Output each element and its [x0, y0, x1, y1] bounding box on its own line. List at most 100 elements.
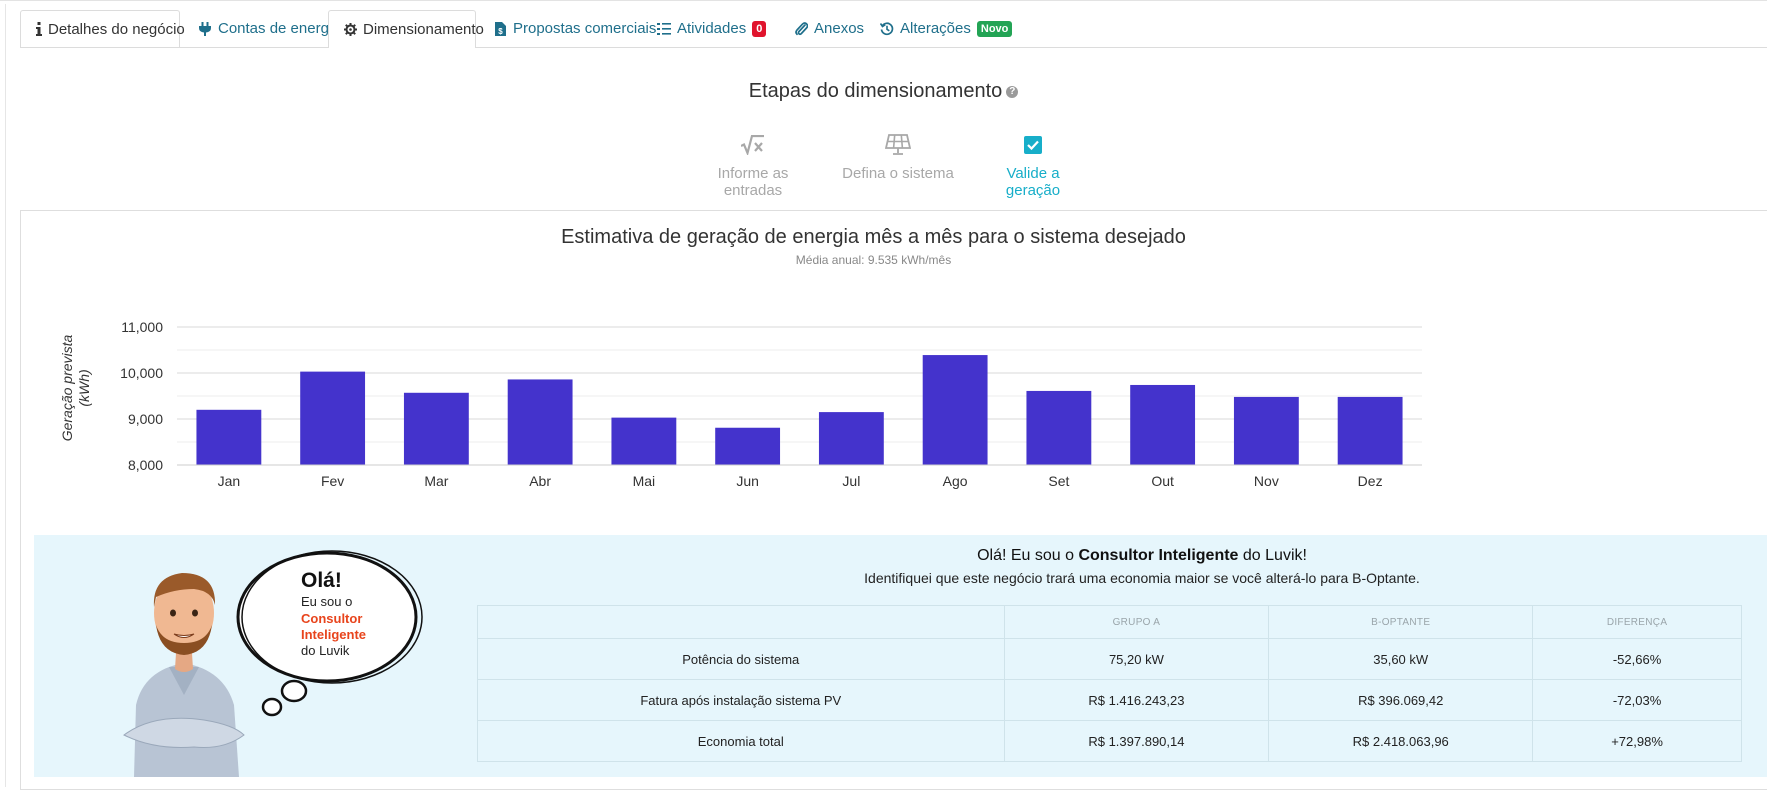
bar-mar [403, 392, 469, 465]
bar-abr [507, 379, 573, 465]
consultant-title: Olá! Eu sou o Consultor Inteligente do L… [977, 547, 1307, 564]
x-tick-label: Set [1048, 473, 1069, 489]
x-tick-label: Jan [218, 473, 241, 489]
bar-fev [300, 371, 366, 465]
step-label: Defina o sistema [842, 165, 954, 182]
info-icon [36, 22, 42, 36]
tab-label: Alterações [900, 20, 971, 37]
bubble-line: Eu sou o [301, 594, 352, 609]
bar-jan [196, 409, 262, 465]
table-cell: R$ 1.416.243,23 [1003, 679, 1270, 721]
bar-out [1130, 384, 1196, 465]
tab-bar: Detalhes do negócio Contas de energia Di… [20, 10, 1767, 48]
table-cell: Economia total [477, 720, 1005, 762]
x-tick-label: Mai [633, 473, 656, 489]
x-tick-label: Mar [424, 473, 448, 489]
table-cell: +72,98% [1532, 720, 1742, 762]
smart-consultant-box: Olá! Eu sou o Consultor Inteligente do L… [34, 535, 1767, 777]
activities-count-badge: 0 [752, 20, 767, 37]
table-cell: R$ 1.397.890,14 [1003, 720, 1270, 762]
table-row: Potência do sistema 75,20 kW 35,60 kW -5… [477, 638, 1742, 680]
history-icon [880, 21, 894, 36]
sqrt-x-icon [688, 133, 818, 157]
table-header: B-OPTANTE [1268, 605, 1534, 639]
x-tick-label: Fev [321, 473, 344, 489]
gear-icon [344, 23, 357, 37]
table-cell: Potência do sistema [477, 638, 1005, 680]
bar-set [1026, 390, 1092, 465]
tab-activities[interactable]: Atividades 0 [642, 10, 781, 47]
x-tick-label: Abr [529, 473, 551, 489]
table-header-row: GRUPO A B-OPTANTE DIFERENÇA [477, 605, 1742, 639]
checklist-icon [657, 22, 671, 36]
bubble-line: Consultor [301, 611, 362, 626]
step-validate[interactable]: Valide a geração [978, 133, 1088, 199]
tab-label: Detalhes do negócio [48, 20, 185, 38]
bar-ago [922, 355, 988, 465]
x-tick-label: Ago [943, 473, 968, 489]
help-icon[interactable]: ? [1006, 85, 1019, 98]
solar-panel-icon [838, 133, 958, 157]
left-border [5, 4, 6, 787]
y-tick-label: 8,000 [128, 457, 163, 473]
y-tick-label: 10,000 [120, 365, 163, 381]
step-system[interactable]: Defina o sistema [838, 133, 958, 182]
bubble-line: Inteligente [301, 627, 366, 642]
y-tick-label: 9,000 [128, 411, 163, 427]
chart-subtitle: Média anual: 9.535 kWh/mês [795, 253, 952, 267]
x-tick-label: Jul [842, 473, 860, 489]
y-axis-label: Geração prevista(kWh) [59, 334, 92, 441]
table-header: GRUPO A [1003, 605, 1270, 639]
tab-energy-accounts[interactable]: Contas de energia [183, 10, 356, 47]
tab-business-details[interactable]: Detalhes do negócio [20, 10, 185, 47]
table-cell: R$ 396.069,42 [1268, 679, 1534, 721]
table-row: Economia total R$ 1.397.890,14 R$ 2.418.… [477, 720, 1742, 762]
bar-mai [611, 417, 677, 465]
generation-bar-chart: 8,000 9,000 10,000 11,000 Geração prevista(k… [59, 319, 1422, 489]
plug-icon [198, 21, 212, 36]
table-header [477, 605, 1005, 639]
step-inputs[interactable]: Informe as entradas [688, 133, 818, 199]
consultant-mascot-illustration: Olá! Eu sou o Consultor Inteligente do L… [123, 550, 423, 777]
tab-label: Contas de energia [218, 20, 341, 37]
file-dollar-icon: $ [493, 21, 507, 36]
table-row: Fatura após instalação sistema PV R$ 1.4… [477, 679, 1742, 721]
tab-label: Anexos [814, 20, 865, 37]
svg-text:$: $ [498, 27, 503, 36]
bubble-greeting: Olá! [301, 569, 342, 592]
step-label: Valide a geração [1005, 165, 1061, 199]
table-cell: Fatura após instalação sistema PV [477, 679, 1005, 721]
table-cell: R$ 2.418.063,96 [1268, 720, 1534, 762]
tab-commercial-proposals[interactable]: $ Propostas comerciais [478, 10, 671, 47]
table-header: DIFERENÇA [1532, 605, 1742, 639]
top-border [0, 0, 1767, 5]
tab-label: Propostas comerciais [513, 20, 657, 37]
chart-title: Estimativa de geração de energia mês a m… [561, 226, 1186, 248]
bar-dez [1337, 396, 1403, 465]
new-badge: Novo [976, 20, 1013, 37]
x-tick-label: Nov [1254, 473, 1279, 489]
step-label: Informe as entradas [717, 165, 789, 199]
bar-jun [715, 427, 781, 465]
table-cell: -72,03% [1532, 679, 1742, 721]
consultant-subtitle: Identifiquei que este negócio trará uma … [864, 570, 1420, 586]
bar-jul [818, 412, 884, 465]
y-tick-label: 11,000 [121, 319, 163, 335]
x-tick-label: Dez [1358, 473, 1383, 489]
bar-nov [1233, 396, 1299, 465]
comparison-table: GRUPO A B-OPTANTE DIFERENÇA Potência do … [477, 605, 1742, 762]
tab-label: Dimensionamento [363, 21, 484, 38]
table-cell: 75,20 kW [1003, 638, 1270, 680]
tab-sizing[interactable]: Dimensionamento [328, 10, 484, 48]
table-cell: 35,60 kW [1268, 638, 1534, 680]
steps-title: Etapas do dimensionamento? [0, 80, 1767, 103]
x-tick-label: Jun [736, 473, 759, 489]
tab-label: Atividades [677, 20, 747, 37]
tab-attachments[interactable]: Anexos [779, 10, 879, 47]
tab-changes[interactable]: Alterações Novo [865, 10, 1027, 47]
bubble-line: do Luvik [301, 643, 350, 658]
checkbox-checked-icon [978, 133, 1088, 157]
paperclip-icon [794, 21, 808, 36]
table-cell: -52,66% [1532, 638, 1742, 680]
x-tick-label: Out [1151, 473, 1174, 489]
